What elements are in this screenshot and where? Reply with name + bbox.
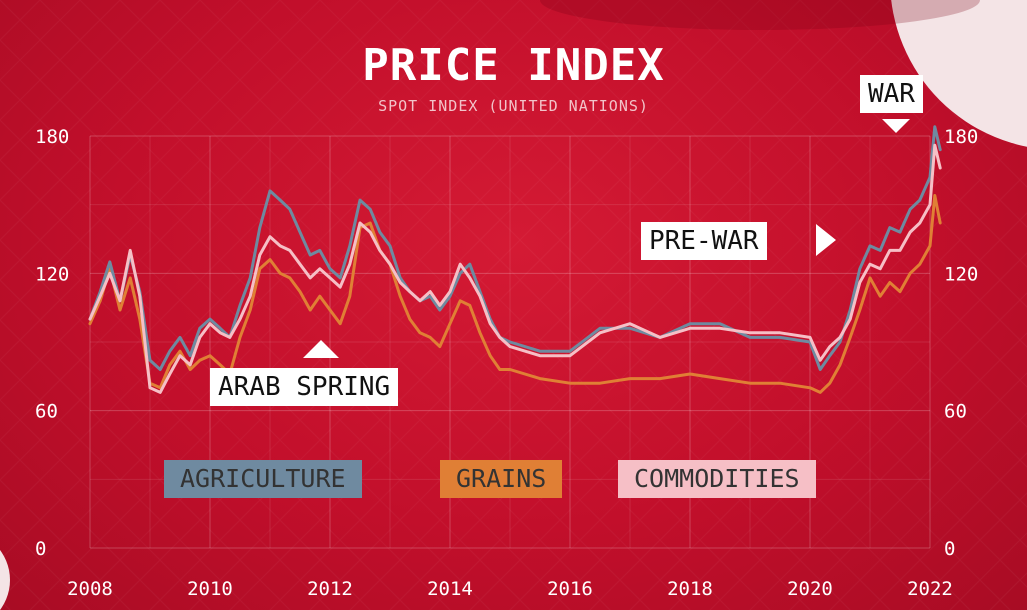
y-tick-label-left: 120 <box>35 263 69 285</box>
x-tick-label: 2020 <box>787 578 833 600</box>
x-tick-label: 2010 <box>187 578 233 600</box>
y-tick-label-left: 180 <box>35 126 69 148</box>
y-tick-label-right: 60 <box>944 401 967 423</box>
x-tick-label: 2016 <box>547 578 593 600</box>
chart-subtitle: SPOT INDEX (UNITED NATIONS) <box>378 97 649 115</box>
x-tick-label: 2014 <box>427 578 473 600</box>
y-tick-label-left: 0 <box>35 538 46 560</box>
series-line-grains <box>88 194 942 394</box>
annotation-pre-war-arrow <box>816 224 836 256</box>
annotation-arab-spring: ARAB SPRING <box>210 368 399 406</box>
top-shade <box>540 0 980 30</box>
annotation-pre-war: PRE-WAR <box>641 222 767 260</box>
series-lines <box>88 125 942 394</box>
y-tick-label-right: 0 <box>944 538 955 560</box>
x-tick-label: 2012 <box>307 578 353 600</box>
x-tick-label: 2018 <box>667 578 713 600</box>
y-tick-label-left: 60 <box>35 401 58 423</box>
chart-title: PRICE INDEX <box>362 40 665 91</box>
axis-ticks: 0 0 60 60 120 120 180 180 2008 2010 2012 2014 2016 20… <box>35 126 978 600</box>
annotation-arab-spring-arrow <box>303 340 339 358</box>
legend-agriculture: AGRICULTURE <box>164 460 362 498</box>
y-tick-label-right: 180 <box>944 126 978 148</box>
series-line-commodities <box>88 143 942 394</box>
annotation-war: WAR <box>860 75 923 113</box>
legend-commodities: COMMODITIES <box>618 460 816 498</box>
corner-decoration-bottom-left <box>0 550 10 610</box>
y-tick-label-right: 120 <box>944 263 978 285</box>
corner-decoration-top-right <box>891 0 1027 147</box>
x-tick-label: 2022 <box>907 578 953 600</box>
x-tick-label: 2008 <box>67 578 113 600</box>
legend-grains: GRAINS <box>440 460 563 498</box>
annotation-war-arrow <box>882 119 910 133</box>
